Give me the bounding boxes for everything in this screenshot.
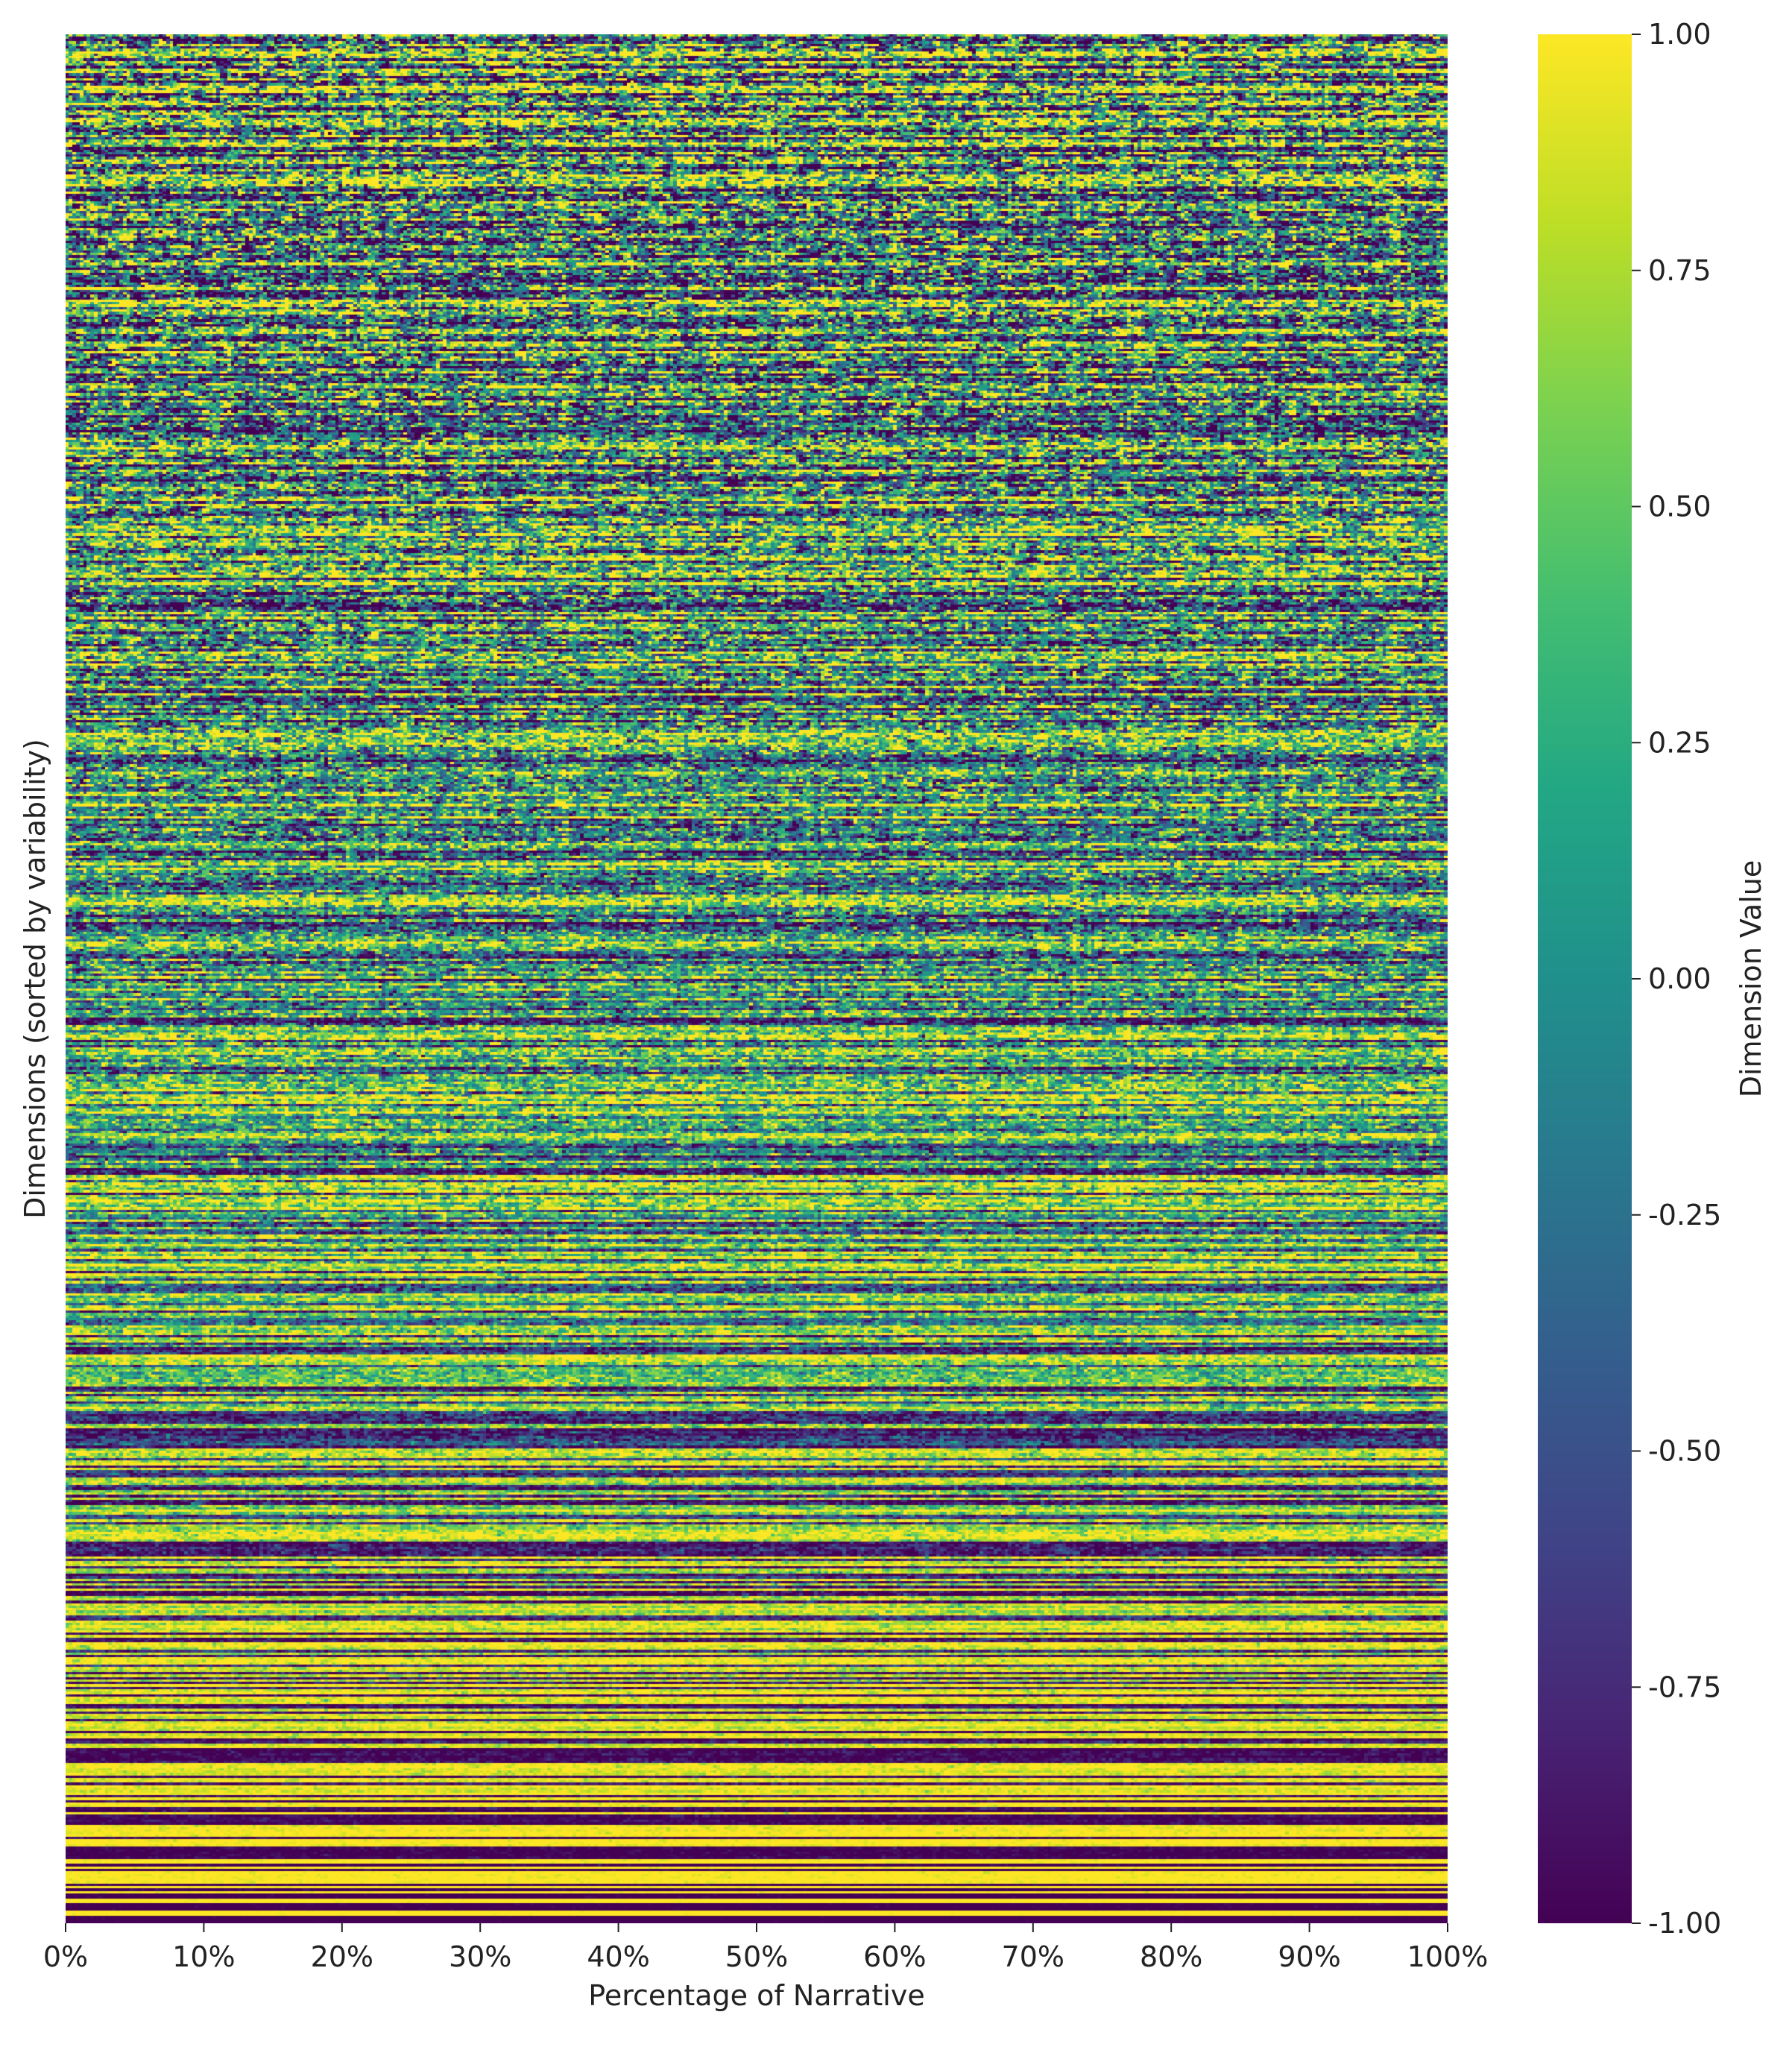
colorbar-tick-label: 1.00 <box>1648 18 1711 51</box>
x-tick-label: 20% <box>311 1940 373 1973</box>
x-tick-label: 10% <box>172 1940 235 1973</box>
x-axis: 0% 10% 20% 30% 40% 50% 60% 70% 80% 90% 100% <box>43 1923 1488 1973</box>
x-axis-label: Percentage of Narrative <box>588 1979 924 2012</box>
x-tick-label: 70% <box>1002 1940 1064 1973</box>
heatmap-plot-area <box>66 34 1448 1923</box>
colorbar-tick-label: 0.75 <box>1648 254 1711 287</box>
y-axis-label: Dimensions (sorted by variability) <box>19 739 51 1219</box>
x-tick-label: 50% <box>725 1940 788 1973</box>
colorbar-tick-label: 0.00 <box>1648 962 1711 995</box>
colorbar-axis: 1.00 0.75 0.50 0.25 0.00 -0.25 -0.50 -0.75 -1.00 <box>1632 18 1721 1940</box>
x-tick-label: 0% <box>43 1940 88 1973</box>
heatmap-cells <box>66 34 1448 1923</box>
colorbar-label: Dimension Value <box>1735 860 1767 1097</box>
x-tick-label: 60% <box>863 1940 926 1973</box>
colorbar-tick-label: -0.75 <box>1648 1671 1721 1703</box>
colorbar-tick-label: -0.50 <box>1648 1435 1721 1468</box>
colorbar-gradient <box>1538 34 1632 1923</box>
x-tick-label: 30% <box>449 1940 511 1973</box>
x-tick-label: 90% <box>1278 1940 1340 1973</box>
colorbar-tick-label: 0.25 <box>1648 726 1711 759</box>
x-tick-label: 100% <box>1407 1940 1489 1973</box>
colorbar-tick-label: -0.25 <box>1648 1199 1721 1231</box>
colorbar-tick-label: -1.00 <box>1648 1907 1721 1940</box>
x-tick-label: 40% <box>587 1940 649 1973</box>
x-tick-label: 80% <box>1140 1940 1202 1973</box>
colorbar-tick-label: 0.50 <box>1648 491 1711 523</box>
